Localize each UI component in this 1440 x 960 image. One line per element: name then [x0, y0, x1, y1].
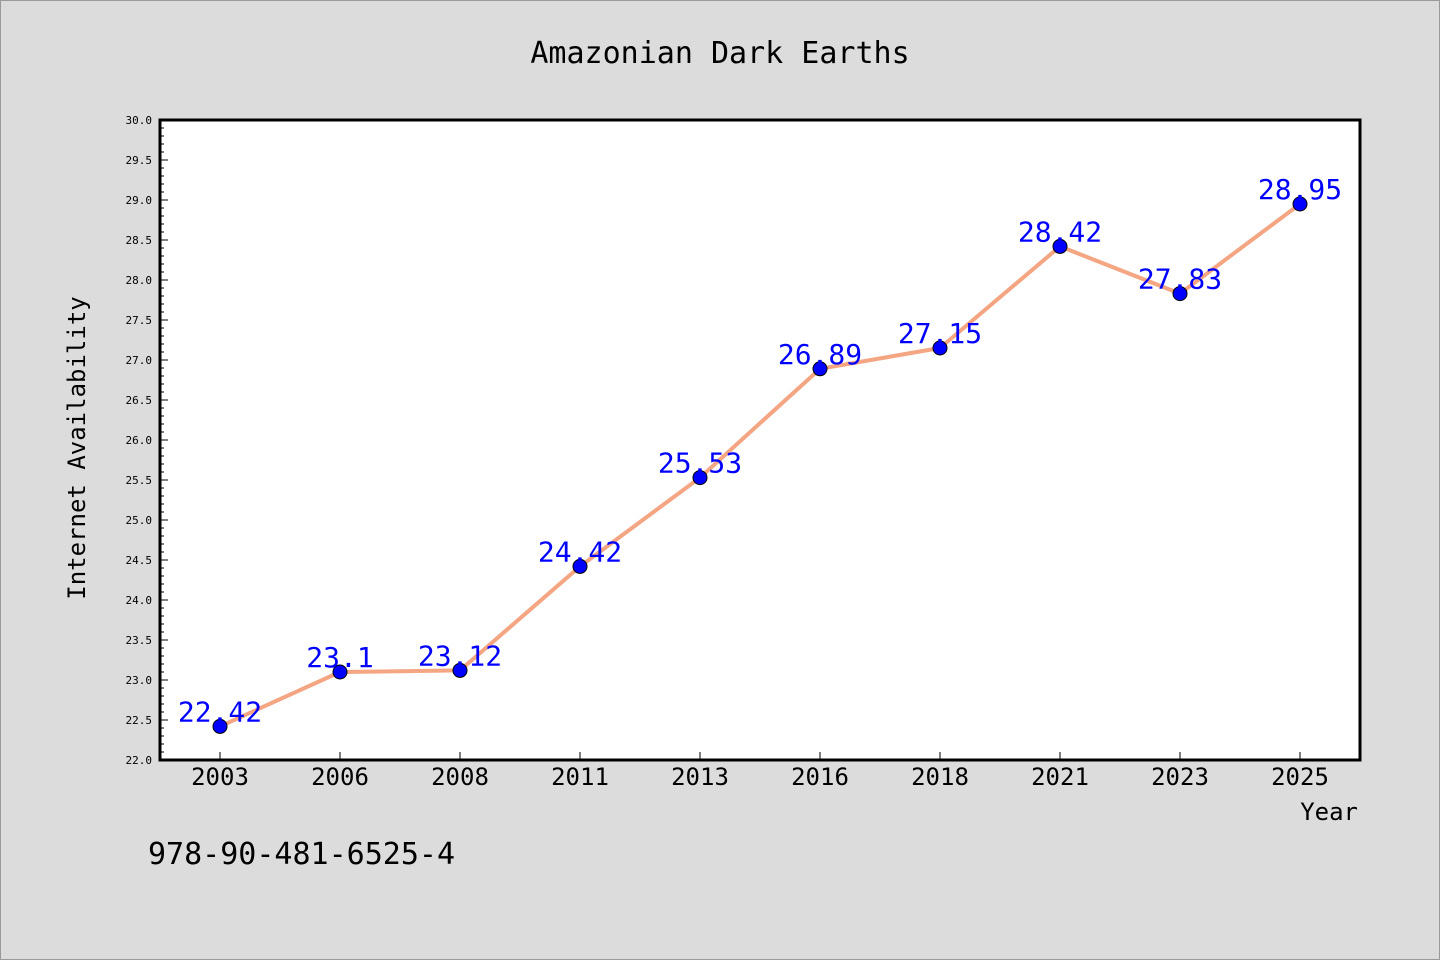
y-tick-label: 29.0 — [126, 194, 153, 207]
data-point — [692, 470, 708, 486]
data-label: 27.15 — [898, 317, 982, 350]
y-tick-label: 28.0 — [126, 274, 153, 287]
y-tick-label: 23.5 — [126, 634, 153, 647]
footer-code: 978-90-481-6525-4 — [148, 837, 455, 872]
series-layer — [212, 196, 1308, 734]
data-point — [452, 662, 468, 678]
y-tick-label: 26.0 — [126, 434, 153, 447]
y-tick-label: 27.0 — [126, 354, 153, 367]
data-point — [332, 664, 348, 680]
plot-area — [160, 120, 1360, 760]
data-point — [812, 361, 828, 377]
y-tick-label: 25.0 — [126, 514, 153, 527]
y-axis-label: Internet Availability — [63, 296, 91, 599]
data-label: 23.1 — [306, 641, 373, 674]
data-label: 26.89 — [778, 338, 862, 371]
series-line — [218, 202, 1302, 729]
x-tick-label: 2006 — [311, 763, 369, 791]
y-tick-label: 26.5 — [126, 394, 153, 407]
data-point — [1052, 238, 1068, 254]
x-axis-label: Year — [1300, 798, 1358, 826]
y-tick-label: 28.5 — [126, 234, 153, 247]
data-label: 22.42 — [178, 695, 262, 728]
data-label: 27.83 — [1138, 263, 1222, 296]
y-tick-label: 23.0 — [126, 674, 153, 687]
y-tick-label: 30.0 — [126, 114, 153, 127]
data-point — [1172, 286, 1188, 302]
x-axis: 2003 2006 2008 2011 2013 2016 2018 2021 2023 2025 — [191, 752, 1329, 791]
data-label: 24.42 — [538, 535, 622, 568]
data-point — [1292, 196, 1308, 212]
data-point — [212, 718, 228, 734]
x-tick-label: 2003 — [191, 763, 249, 791]
data-label: 25.53 — [658, 447, 742, 480]
y-tick-label: 24.5 — [126, 554, 153, 567]
chart-title: Amazonian Dark Earths — [530, 36, 909, 71]
y-tick-label: 22.5 — [126, 714, 153, 727]
data-point — [932, 340, 948, 356]
x-tick-label: 2016 — [791, 763, 849, 791]
plot-frame — [158, 118, 1362, 762]
x-tick-label: 2011 — [551, 763, 609, 791]
y-tick-label: 24.0 — [126, 594, 153, 607]
data-label: 28.95 — [1258, 173, 1342, 206]
x-tick-label: 2008 — [431, 763, 489, 791]
x-tick-label: 2023 — [1151, 763, 1209, 791]
data-label: 23.12 — [418, 639, 502, 672]
y-tick-label: 27.5 — [126, 314, 153, 327]
x-tick-label: 2025 — [1271, 763, 1329, 791]
y-tick-label: 29.5 — [126, 154, 153, 167]
x-tick-label: 2018 — [911, 763, 969, 791]
x-tick-label: 2021 — [1031, 763, 1089, 791]
y-tick-label: 22.0 — [126, 754, 153, 767]
x-tick-label: 2013 — [671, 763, 729, 791]
y-axis: 22.0 22.5 23.0 23.5 24.0 24.5 25.0 25.5 26.0 26.5… — [126, 114, 168, 767]
y-tick-label: 25.5 — [126, 474, 153, 487]
data-label: 28.42 — [1018, 215, 1102, 248]
data-point — [572, 558, 588, 574]
data-labels-layer: 22.42 23.1 23.12 24.42 25.53 26.89 27.15 28.42 2… — [178, 173, 1342, 728]
